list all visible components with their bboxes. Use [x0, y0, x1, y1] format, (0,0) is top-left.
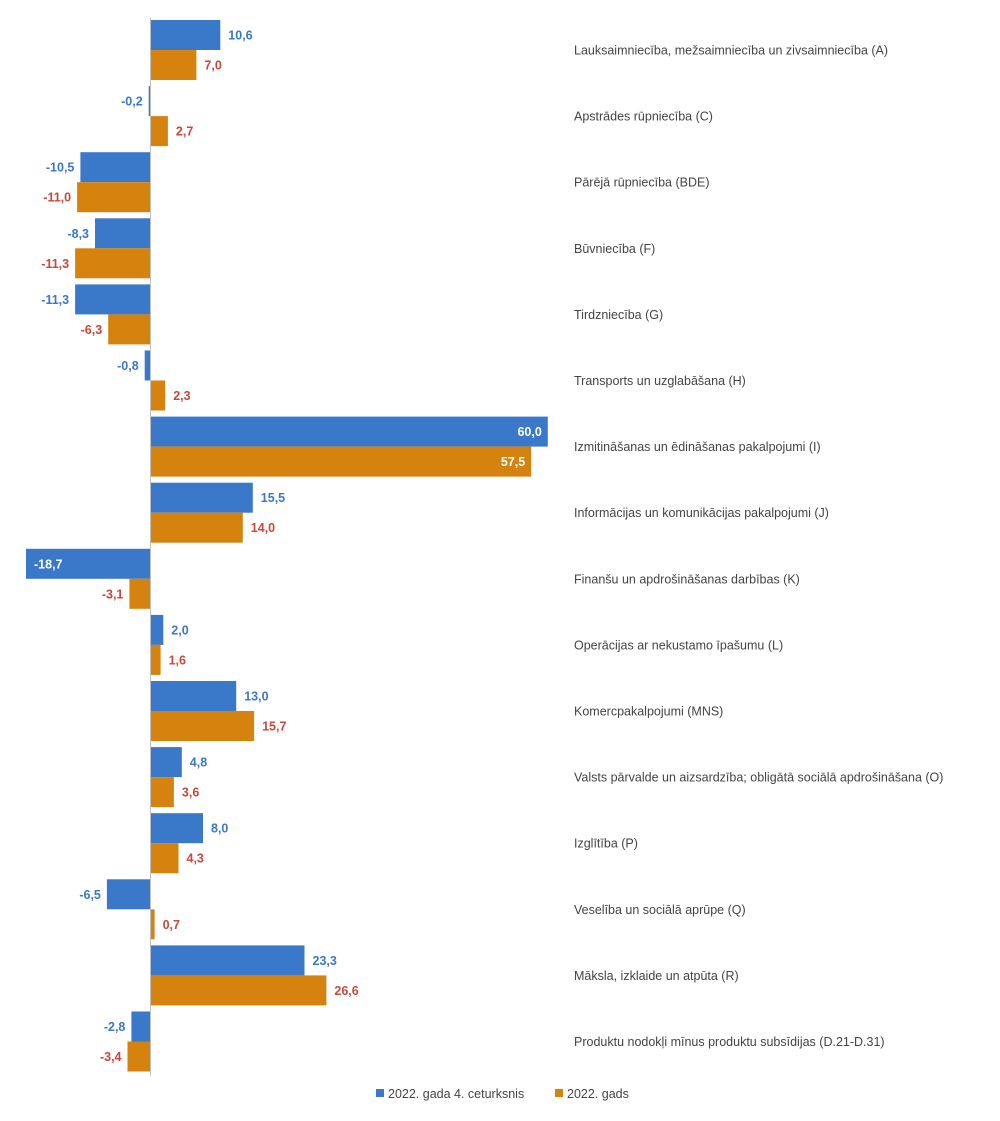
value-label-q4-10: 13,0 [244, 690, 268, 704]
value-label-year-9: 1,6 [169, 653, 186, 667]
value-label-q4-4: -11,3 [41, 293, 69, 307]
legend-label-year: 2022. gads [567, 1087, 629, 1101]
bars-group [26, 20, 548, 1072]
category-label-11: Valsts pārvalde un aizsardzība; obligātā… [574, 771, 943, 785]
bar-q4-14 [150, 945, 305, 976]
bar-q4-13 [106, 879, 150, 910]
bar-q4-10 [150, 681, 237, 711]
value-label-q4-14: 23,3 [313, 954, 337, 968]
bar-year-14 [150, 975, 327, 1006]
category-label-15: Produktu nodokļi mīnus produktu subsīdij… [574, 1035, 885, 1049]
bar-q4-1 [148, 86, 150, 117]
category-label-6: Izmitināšanas un ēdināšanas pakalpojumi … [574, 440, 821, 454]
bar-year-4 [108, 314, 150, 345]
bar-year-0 [150, 50, 197, 80]
legend-label-q4: 2022. gada 4. ceturksnis [388, 1087, 524, 1101]
bar-year-9 [150, 644, 161, 675]
bar-q4-7 [150, 482, 253, 513]
category-label-4: Tirdzniecība (G) [574, 308, 663, 322]
value-label-q4-8: -18,7 [34, 557, 63, 571]
value-label-year-12: 4,3 [187, 852, 204, 866]
bar-q4-6 [150, 416, 548, 447]
bar-q4-2 [80, 152, 150, 183]
bar-year-8 [129, 578, 150, 609]
category-label-3: Būvniecība (F) [574, 242, 655, 256]
bar-q4-0 [150, 20, 221, 50]
value-label-year-5: 2,3 [173, 389, 190, 403]
bar-q4-15 [131, 1011, 150, 1042]
value-label-year-15: -3,4 [100, 1050, 122, 1064]
legend-swatch-q4 [376, 1089, 384, 1097]
value-label-year-0: 7,0 [204, 59, 221, 73]
value-label-year-4: -6,3 [81, 323, 103, 337]
bar-year-2 [77, 182, 150, 213]
legend: 2022. gada 4. ceturksnis 2022. gads [376, 1087, 629, 1101]
value-label-q4-1: -0,2 [121, 95, 143, 109]
category-label-10: Komercpakalpojumi (MNS) [574, 705, 723, 719]
value-label-q4-3: -8,3 [67, 227, 89, 241]
bar-year-10 [150, 711, 255, 741]
bar-year-3 [75, 248, 150, 279]
bar-q4-12 [150, 813, 203, 844]
value-label-year-7: 14,0 [251, 521, 275, 535]
category-label-8: Finanšu un apdrošināšanas darbības (K) [574, 572, 800, 586]
bar-year-15 [127, 1041, 150, 1072]
bar-q4-4 [75, 284, 150, 315]
value-label-q4-2: -10,5 [46, 161, 75, 175]
category-label-5: Transports un uzglabāšana (H) [574, 374, 746, 388]
value-label-q4-6: 60,0 [517, 425, 541, 439]
bar-year-5 [150, 380, 166, 411]
bar-q4-8 [26, 548, 150, 579]
bar-year-6 [150, 446, 532, 477]
value-labels-group: 10,6 7,0 -0,2 2,7 -10,5 -11,0 -8,3 -11,3 -11,3 -6… [34, 29, 542, 1065]
value-label-q4-13: -6,5 [79, 888, 101, 902]
category-label-7: Informācijas un komunikācijas pakalpojum… [574, 506, 829, 520]
value-label-year-3: -11,3 [41, 257, 69, 271]
category-label-2: Pārējā rūpniecība (BDE) [574, 176, 709, 190]
value-label-q4-12: 8,0 [211, 822, 228, 836]
value-label-year-14: 26,6 [334, 984, 358, 998]
value-label-year-6: 57,5 [501, 455, 525, 469]
value-label-q4-9: 2,0 [171, 623, 188, 637]
category-label-0: Lauksaimniecība, mežsaimniecība un zivsa… [574, 44, 888, 58]
bar-q4-3 [95, 218, 150, 249]
bar-year-12 [150, 843, 179, 874]
value-label-q4-5: -0,8 [117, 359, 139, 373]
value-label-year-2: -11,0 [43, 191, 71, 205]
category-labels-group: Lauksaimniecība, mežsaimniecība un zivsa… [574, 44, 943, 1050]
category-label-12: Izglītība (P) [574, 837, 638, 851]
value-label-q4-15: -2,8 [104, 1020, 126, 1034]
value-label-year-10: 15,7 [262, 720, 286, 734]
legend-swatch-year [555, 1089, 563, 1097]
bar-year-11 [150, 777, 174, 808]
value-label-year-13: 0,7 [163, 918, 180, 932]
category-label-13: Veselība un sociālā aprūpe (Q) [574, 903, 746, 917]
bar-q4-9 [150, 614, 164, 645]
bar-q4-5 [144, 350, 150, 381]
category-label-1: Apstrādes rūpniecība (C) [574, 110, 713, 124]
value-label-q4-7: 15,5 [261, 491, 285, 505]
value-label-year-8: -3,1 [102, 587, 124, 601]
value-label-q4-0: 10,6 [228, 29, 252, 43]
value-label-q4-11: 4,8 [190, 756, 207, 770]
bar-year-1 [150, 116, 168, 147]
value-label-year-11: 3,6 [182, 786, 199, 800]
bar-q4-11 [150, 747, 182, 778]
bar-year-7 [150, 512, 243, 543]
category-label-9: Operācijas ar nekustamo īpašumu (L) [574, 638, 783, 652]
value-label-year-1: 2,7 [176, 125, 193, 139]
bar-year-13 [150, 909, 155, 940]
category-label-14: Māksla, izklaide un atpūta (R) [574, 969, 739, 983]
